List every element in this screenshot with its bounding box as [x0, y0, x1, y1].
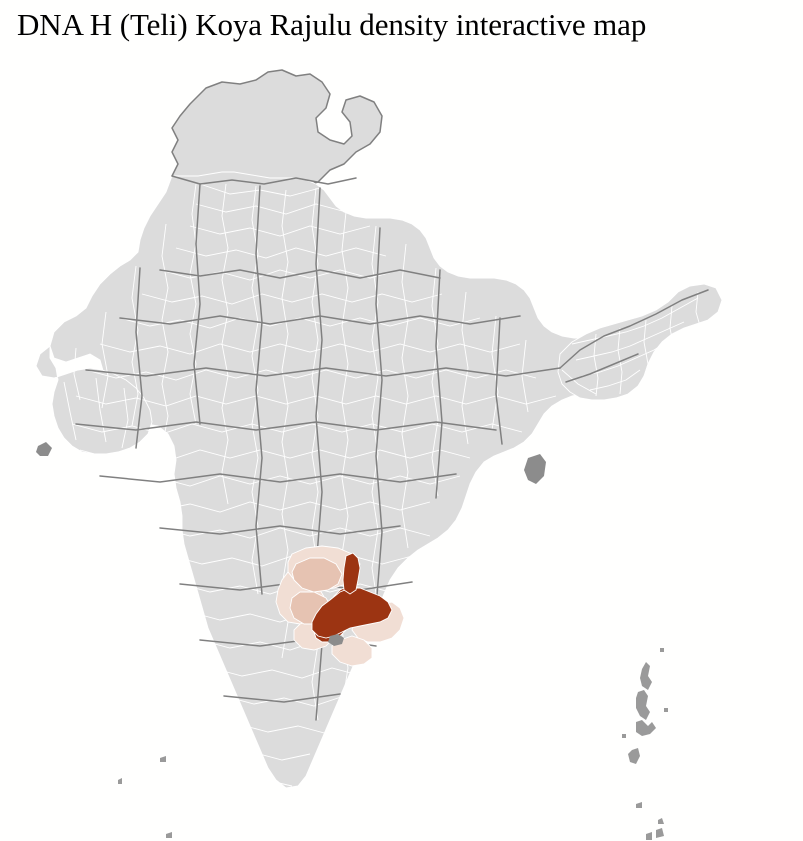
andaman-island-middle	[636, 690, 650, 720]
kutch-west-tip	[36, 442, 52, 456]
district-borders	[63, 183, 701, 787]
andaman-island-dot-c	[622, 734, 626, 738]
district-highlight-dark-spur	[328, 634, 344, 646]
district-highlight-mid-nw[interactable]	[291, 557, 343, 593]
sundarbans-patch	[524, 454, 546, 484]
lakshadweep-dot-a	[118, 778, 122, 784]
andaman-island-south	[636, 720, 656, 736]
page-title: DNA H (Teli) Koya Rajulu density interac…	[17, 7, 647, 42]
lakshadweep-dot-c	[166, 832, 172, 838]
andaman-island-dot-b	[664, 708, 668, 712]
andaman-island-north	[640, 662, 652, 690]
district-highlight-high-body[interactable]	[311, 587, 393, 639]
nicobar-island-dot-b	[646, 832, 652, 840]
state-borders	[75, 175, 709, 721]
state-gujarat[interactable]	[35, 345, 153, 455]
nicobar-island-dot-a	[636, 802, 642, 808]
nicobar-island-main	[628, 748, 640, 764]
india-map-svg[interactable]	[0, 44, 803, 841]
india-density-map[interactable]	[0, 44, 803, 841]
lakshadweep-dot-b	[160, 756, 166, 762]
nicobar-island-dot-d	[658, 818, 664, 824]
nicobar-island-dot-c	[656, 828, 664, 838]
district-highlight-high-neck[interactable]	[342, 552, 361, 595]
islands-group	[36, 442, 668, 840]
andaman-island-dot-a	[660, 648, 664, 652]
india-landmass	[35, 69, 723, 789]
